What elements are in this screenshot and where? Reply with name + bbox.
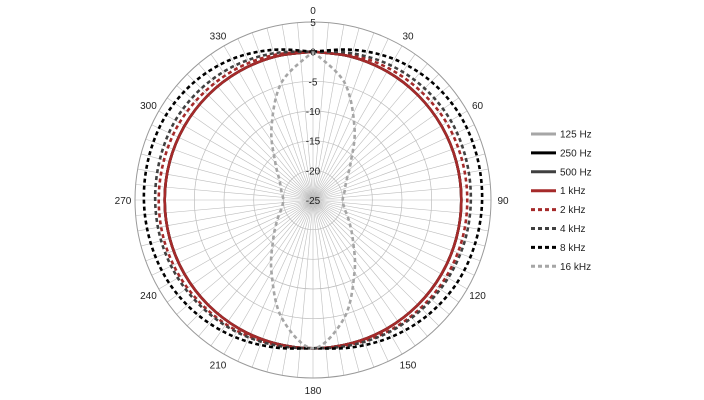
radial-tick-label: -20 (306, 166, 321, 177)
angle-label: 90 (497, 196, 509, 207)
ring-gridline (253, 140, 373, 260)
legend-label: 8 kHz (560, 243, 586, 254)
radial-tick-label: -25 (306, 196, 321, 207)
legend: 125 Hz 250 Hz 500 Hz 1 kHz 2 kHz 4 kHz 8 kHz 16… (531, 130, 592, 273)
label-layer: 50-5-10-15-20-25030609012015018021024027… (115, 6, 509, 397)
radial-tick-label: -5 (309, 77, 318, 88)
legend-label: 250 Hz (560, 148, 592, 159)
series-line-16-khz (269, 50, 357, 350)
legend-label: 4 kHz (560, 224, 586, 235)
angle-label: 270 (115, 196, 132, 207)
angle-label: 300 (140, 101, 157, 112)
angle-label: 0 (310, 6, 316, 17)
angle-label: 210 (210, 361, 227, 372)
radial-tick-label: 0 (310, 48, 316, 59)
legend-label: 2 kHz (560, 205, 586, 216)
legend-label: 500 Hz (560, 167, 592, 178)
series-layer (142, 48, 484, 350)
angle-label: 240 (140, 291, 157, 302)
radial-tick-label: -15 (306, 137, 321, 148)
radial-tick-label: 5 (310, 18, 316, 29)
legend-label: 125 Hz (560, 130, 592, 141)
angle-label: 30 (402, 31, 414, 42)
ring-gridline (193, 80, 433, 320)
ring-gridline (134, 21, 492, 379)
angle-label: 120 (469, 291, 486, 302)
angle-label: 60 (472, 101, 484, 112)
legend-label: 1 kHz (560, 186, 586, 197)
legend-label: 16 kHz (560, 262, 591, 273)
angle-label: 150 (400, 361, 417, 372)
ring-gridline (223, 110, 403, 290)
angle-label: 330 (210, 31, 227, 42)
angle-label: 180 (305, 386, 322, 397)
radial-tick-label: -10 (306, 107, 321, 118)
